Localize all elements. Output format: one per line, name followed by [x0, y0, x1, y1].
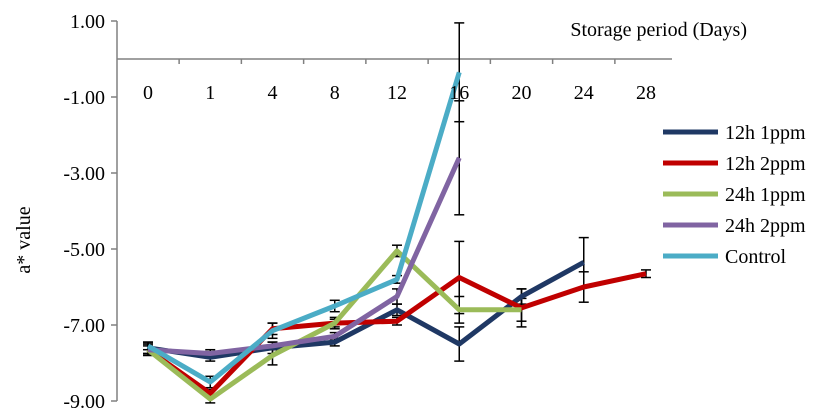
x-tick-label: 1	[205, 82, 215, 104]
legend-label: 12h 1ppm	[725, 122, 806, 144]
y-tick-label: 1.00	[70, 11, 105, 33]
legend-label: Control	[725, 246, 787, 268]
tick-labels: 1.00 -1.00 -3.00 -5.00 -7.00 -9.00 0 1 4 8 12 16 20 2…	[63, 11, 656, 413]
legend[interactable]: 12h 1ppm 12h 2ppm 24h 1ppm 24h 2ppm Control	[663, 122, 806, 268]
x-tick-label: 8	[330, 82, 340, 104]
series-line-control	[146, 71, 462, 385]
legend-label: 24h 2ppm	[725, 215, 806, 237]
series-line-24h-2ppm	[147, 156, 462, 356]
x-tick-label: 16	[449, 82, 469, 104]
x-tick-label: 12	[387, 82, 407, 104]
y-tick-label: -5.00	[63, 239, 105, 261]
legend-label: 24h 1ppm	[725, 184, 806, 206]
x-axis-title: Storage period (Days)	[570, 19, 747, 41]
legend-label: 12h 2ppm	[725, 153, 806, 175]
legend-item-12h-1ppm[interactable]: 12h 1ppm	[663, 122, 806, 144]
y-tick-label: -7.00	[63, 315, 105, 337]
series-line-12h-2ppm	[146, 271, 647, 396]
y-axis-title: a* value	[13, 206, 35, 273]
x-tick-label: 20	[512, 82, 532, 104]
y-tick-label: -9.00	[63, 391, 105, 413]
x-tick-label: 28	[636, 82, 656, 104]
legend-item-24h-2ppm[interactable]: 24h 2ppm	[663, 215, 806, 237]
y-tick-label: -3.00	[63, 163, 105, 185]
x-tick-label: 24	[574, 82, 594, 104]
legend-item-12h-2ppm[interactable]: 12h 2ppm	[663, 153, 806, 175]
legend-item-control[interactable]: Control	[663, 246, 787, 268]
series-lines	[146, 71, 647, 402]
x-tick-label: 4	[268, 82, 278, 104]
error-bars	[143, 22, 651, 404]
y-tick-label: -1.00	[63, 87, 105, 109]
series-line-24h-1ppm	[146, 248, 522, 402]
x-tick-label: 0	[143, 82, 153, 104]
legend-item-24h-1ppm[interactable]: 24h 1ppm	[663, 184, 806, 206]
axes	[111, 20, 672, 402]
